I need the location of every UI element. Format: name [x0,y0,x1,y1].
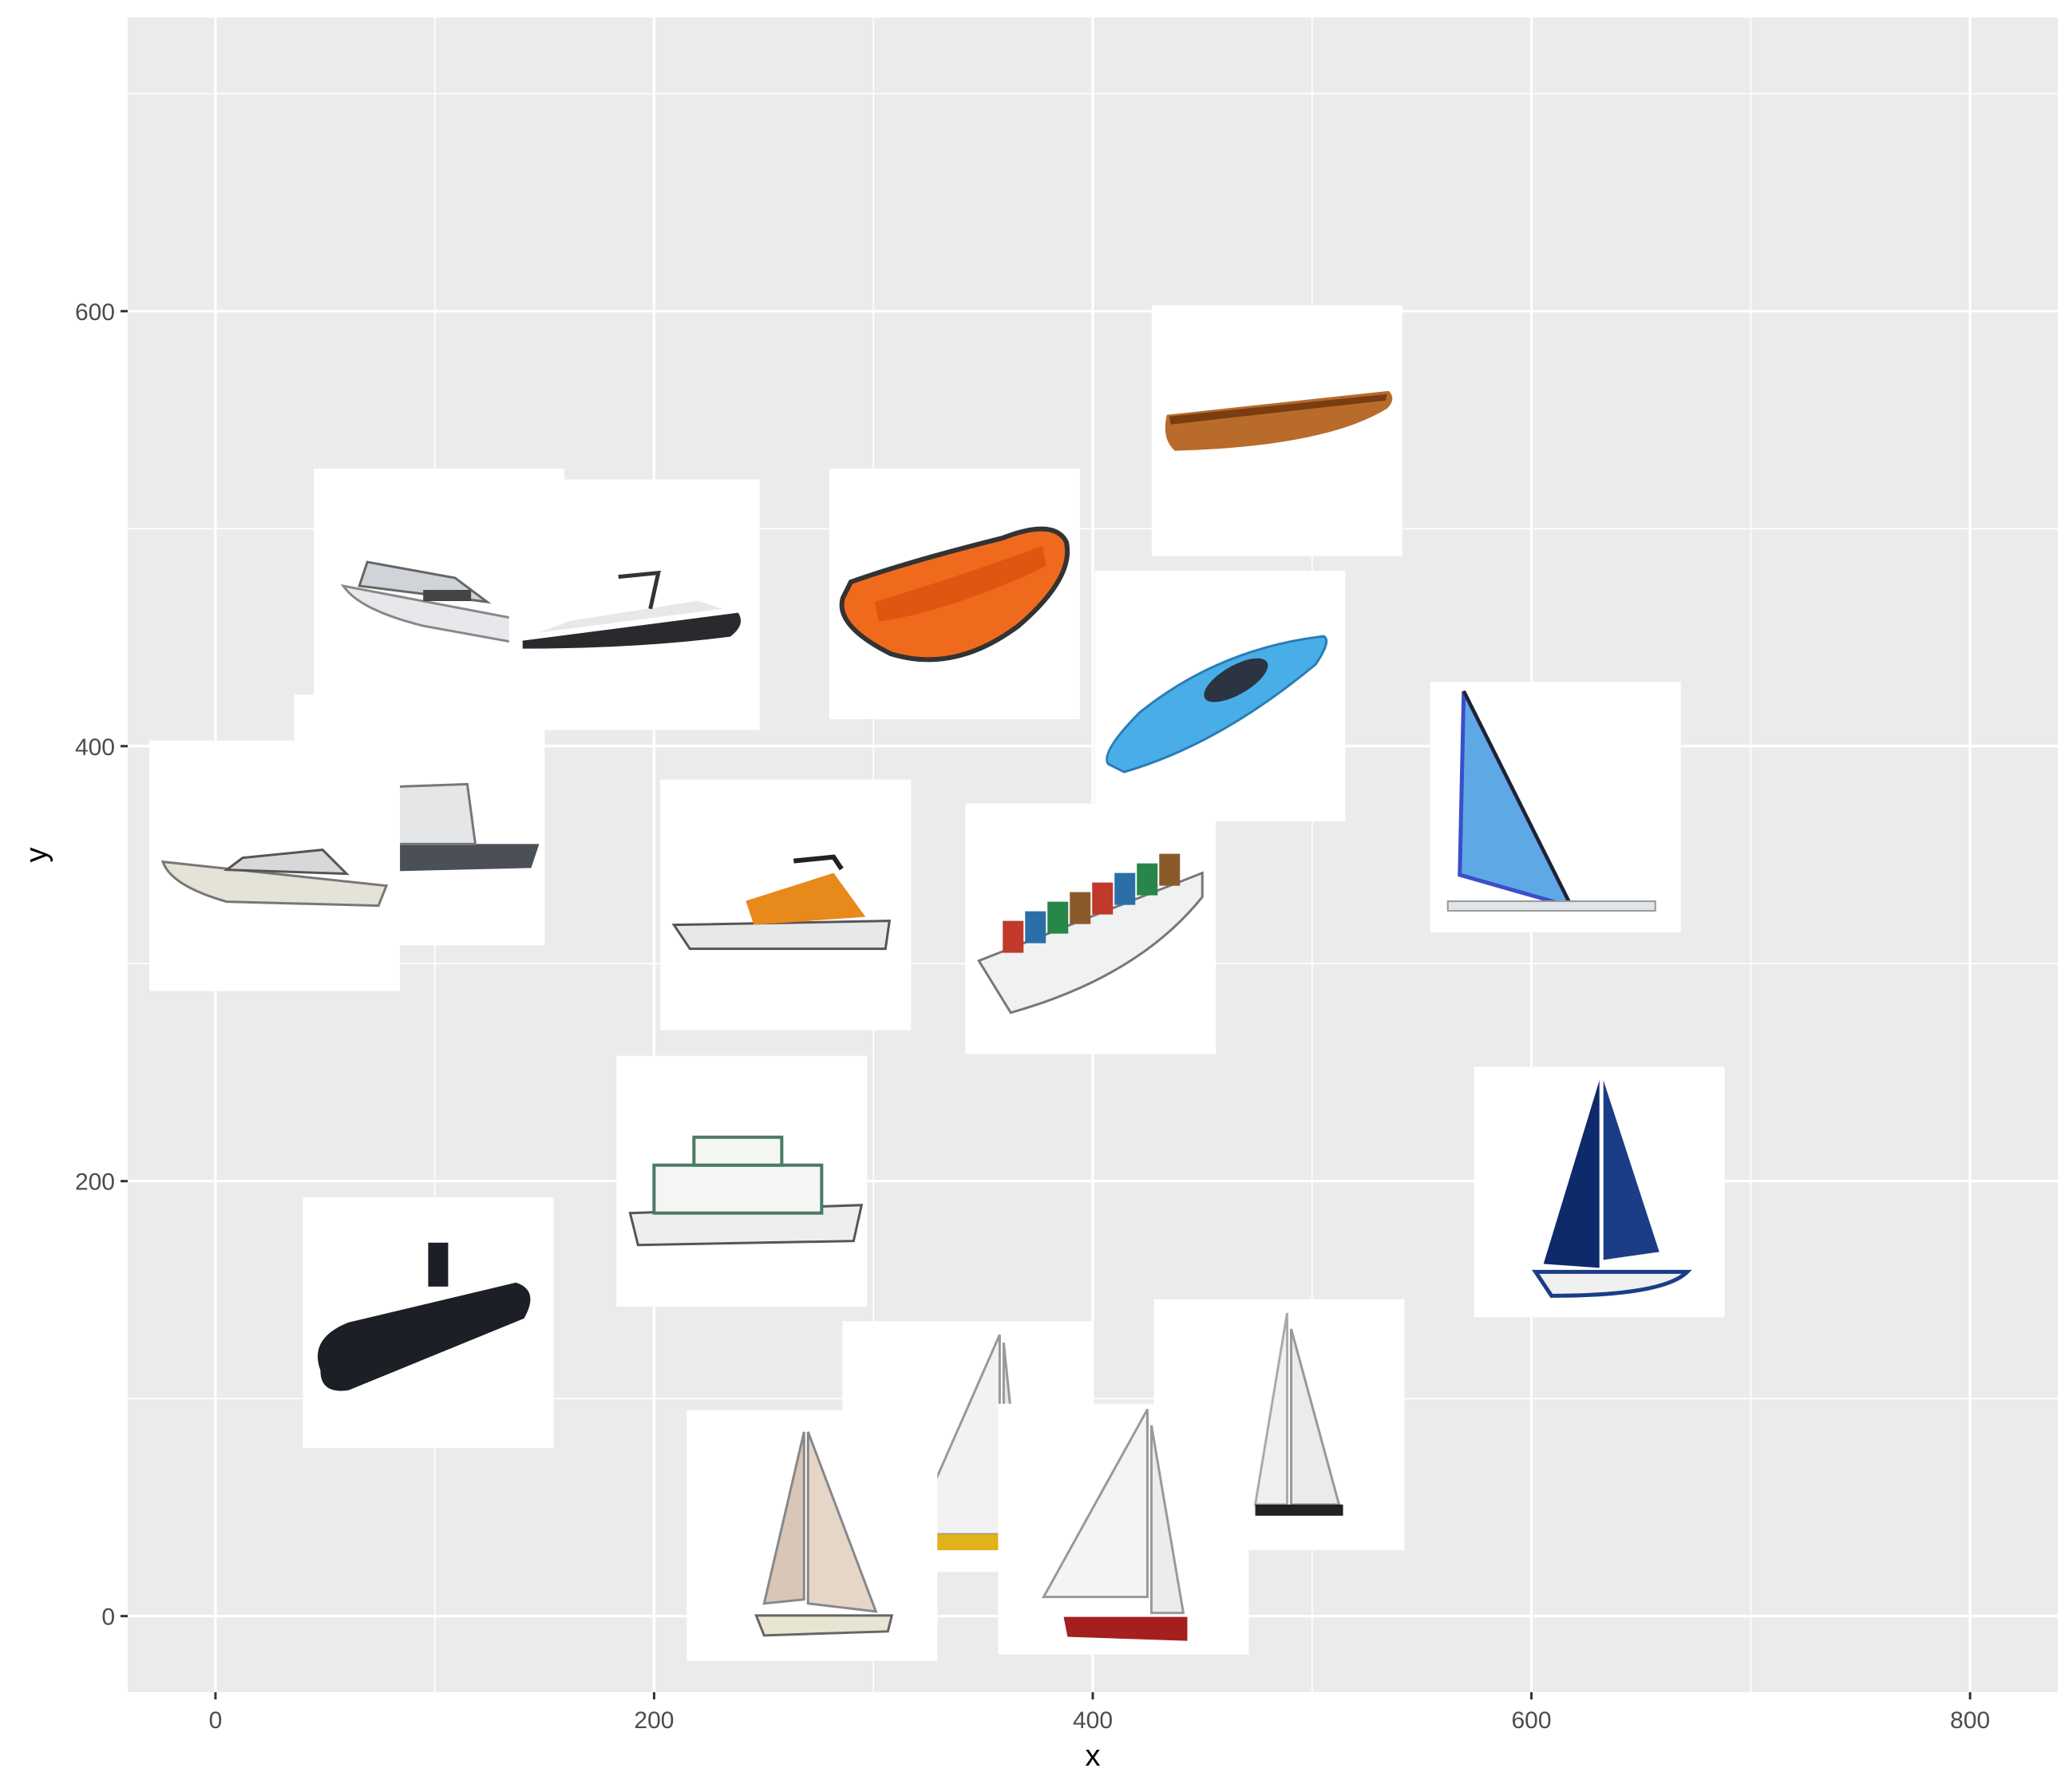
sailboat-blue-icon [1532,1080,1692,1298]
raft-icon [839,526,1070,663]
x-tick-label: 0 [209,1707,223,1734]
x-tick-label: 600 [1512,1707,1552,1734]
sailboat-beige-icon [754,1431,894,1637]
y-axis-title: y [20,848,53,863]
yacht-icon [340,560,512,643]
image-point [616,1055,868,1307]
image-point [965,803,1216,1054]
rowboat-icon [1165,390,1393,451]
sailboat-racing-icon [1253,1312,1343,1516]
y-tick-label: 200 [75,1169,115,1196]
y-tick-label: 600 [75,299,115,326]
image-point [1151,305,1402,556]
image-point [149,740,401,991]
image-point [829,469,1080,720]
x-axis-title: x [1086,1739,1101,1773]
image-point [1094,571,1346,822]
speedboat-icon [522,570,742,649]
y-tick-label: 0 [101,1604,115,1631]
cruiser-icon [160,849,389,908]
image-point [1430,682,1681,933]
image-point [303,1197,554,1448]
image-point [686,1410,938,1661]
x-tick-label: 800 [1950,1707,1990,1734]
x-tick-label: 200 [634,1707,674,1734]
cargo-ship-icon [977,853,1204,1015]
windsurf-icon [1446,690,1656,912]
image-points [149,305,1725,1661]
y-tick-label: 400 [75,734,115,761]
image-point [998,1403,1249,1655]
dinghy-icon [1041,1408,1188,1641]
image-point [508,479,760,730]
image-tile [508,479,760,730]
jetski-icon [671,854,892,951]
image-point [1474,1066,1725,1318]
ferry-icon [628,1135,864,1247]
x-tick-label: 400 [1073,1707,1113,1734]
submarine-icon [317,1242,531,1391]
kayak-icon [1106,635,1328,773]
image-point [660,779,912,1030]
axis-ticks: 0 200 400 600 800 0 200 400 600 [75,299,1990,1734]
